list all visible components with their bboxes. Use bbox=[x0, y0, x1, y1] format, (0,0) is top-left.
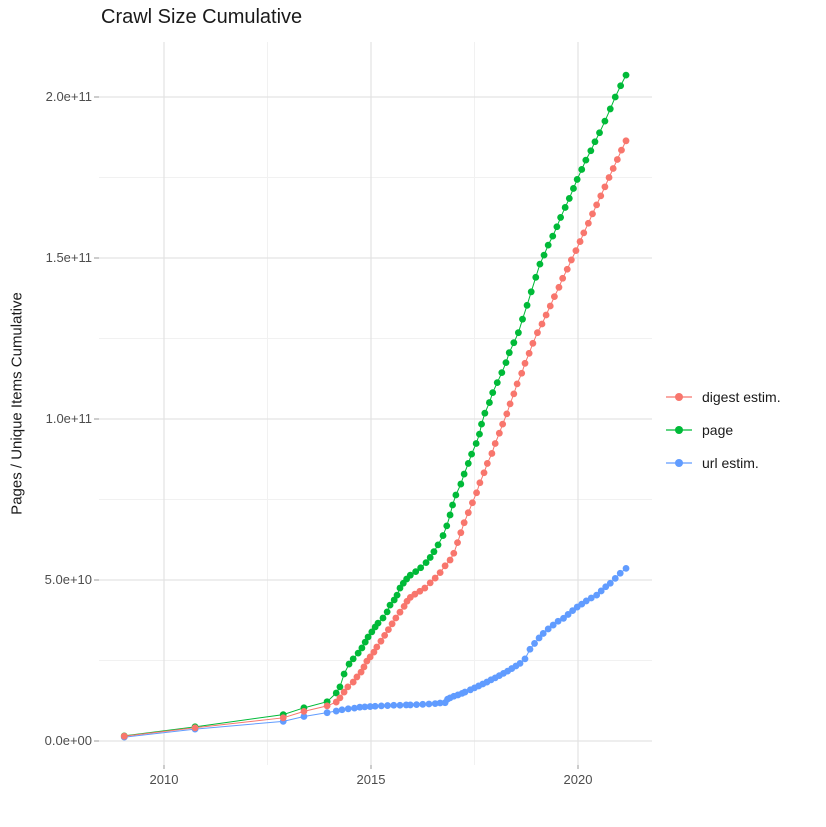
legend-label-page: page bbox=[702, 421, 734, 438]
y-tick-label-2e11: 2.0e+11 bbox=[45, 89, 92, 104]
chart-title: Crawl Size Cumulative bbox=[101, 6, 303, 28]
legend-marker-page-icon bbox=[666, 425, 692, 434]
legend: digest estim. page url estim. bbox=[666, 380, 781, 479]
x-tick-label-2010: 2010 bbox=[149, 772, 179, 787]
y-tick-label-5e10: 5.0e+10 bbox=[44, 572, 92, 587]
x-tick-label-2015: 2015 bbox=[356, 772, 386, 787]
legend-marker-url-estim-icon bbox=[666, 458, 692, 467]
y-tick-label-0e00: 0.0e+00 bbox=[44, 733, 92, 748]
legend-item-digest-estim: digest estim. bbox=[666, 380, 781, 413]
legend-marker-digest-estim-icon bbox=[666, 392, 692, 401]
y-tick-label-15e11: 1.5e+11 bbox=[45, 250, 92, 265]
y-tick-label-1e11: 1.0e+11 bbox=[45, 411, 92, 426]
legend-item-page: page bbox=[666, 413, 781, 446]
legend-label-digest-estim: digest estim. bbox=[702, 388, 781, 405]
x-tick-label-2020: 2020 bbox=[563, 772, 593, 787]
y-axis-title: Pages / Unique Items Cumulative bbox=[8, 292, 26, 515]
legend-item-url-estim: url estim. bbox=[666, 446, 781, 479]
legend-label-url-estim: url estim. bbox=[702, 454, 759, 471]
